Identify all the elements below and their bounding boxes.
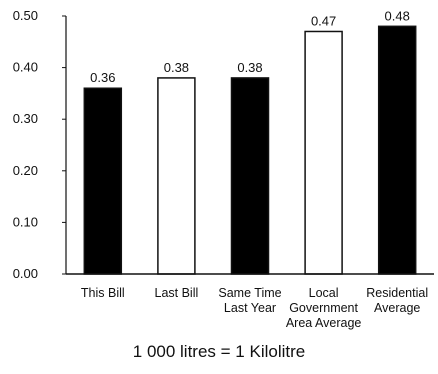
y-tick-label: 0.10	[13, 214, 38, 229]
bar	[83, 87, 123, 275]
x-category-label: This Bill	[81, 286, 125, 300]
y-axis: 0.00 0.10 0.20 0.30 0.40 0.50	[13, 8, 66, 281]
y-tick-label: 0.40	[13, 60, 38, 75]
bar-value-label: 0.36	[90, 70, 115, 85]
bars	[83, 25, 417, 275]
x-category-label: Last Bill	[155, 286, 199, 300]
x-category-label: Local	[309, 286, 339, 300]
y-tick-label: 0.50	[13, 8, 38, 23]
x-category-label: Residential	[366, 286, 428, 300]
value-labels: 0.36 0.38 0.38 0.47 0.48	[90, 8, 410, 85]
y-tick-label: 0.00	[13, 266, 38, 281]
x-category-label: Average	[374, 301, 420, 315]
footnote: 1 000 litres = 1 Kilolitre	[132, 342, 306, 361]
bar	[157, 77, 196, 275]
x-category-label: Last Year	[224, 301, 276, 315]
x-category-label: Same Time	[218, 286, 281, 300]
bar-value-label: 0.38	[164, 60, 189, 75]
x-category-label: Area Average	[286, 316, 362, 330]
bar-value-label: 0.47	[311, 13, 336, 28]
y-tick-label: 0.30	[13, 111, 38, 126]
bar	[377, 25, 417, 275]
bar	[230, 77, 270, 275]
bar	[304, 30, 343, 275]
bar-value-label: 0.48	[385, 8, 410, 23]
y-tick-label: 0.20	[13, 163, 38, 178]
x-category-label: Government	[289, 301, 358, 315]
bar-value-label: 0.38	[237, 60, 262, 75]
